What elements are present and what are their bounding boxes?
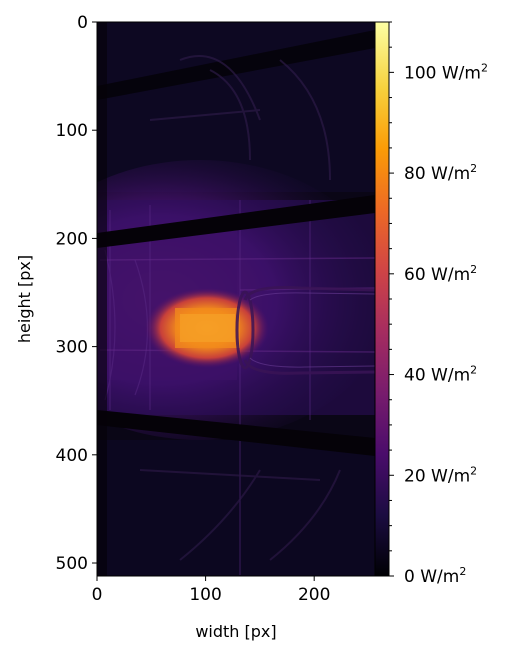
colorbar-tick-label: 60 W/m2 (404, 263, 477, 285)
y-axis-label: height [px] (15, 255, 34, 343)
x-tick-label: 0 (92, 585, 103, 605)
x-axis-ticks: 0 100 200 (92, 576, 330, 605)
colorbar-tick-label: 20 W/m2 (404, 464, 477, 486)
y-tick-label: 200 (56, 229, 88, 249)
y-tick-label: 400 (56, 446, 88, 466)
x-tick-label: 200 (298, 585, 330, 605)
y-tick-label: 0 (77, 13, 88, 33)
y-tick-label: 100 (56, 121, 88, 141)
thermal-image (97, 22, 375, 576)
colorbar-tick-label: 100 W/m2 (404, 61, 488, 83)
y-tick-label: 300 (56, 338, 88, 358)
colorbar-tick-label: 80 W/m2 (404, 162, 477, 184)
x-tick-label: 100 (189, 585, 221, 605)
colorbar (375, 22, 389, 576)
colorbar-ticks: 0 W/m2 20 W/m2 40 W/m2 60 W/m2 80 W/m2 100 W/… (389, 61, 488, 587)
y-axis-ticks: 0 100 200 300 400 500 (56, 13, 97, 574)
colorbar-tick-label: 0 W/m2 (404, 565, 466, 587)
colorbar-tick-label: 40 W/m2 (404, 364, 477, 386)
colorbar-minor-ticks (389, 21, 392, 552)
x-axis-label: width [px] (195, 622, 276, 641)
y-tick-label: 500 (56, 554, 88, 574)
